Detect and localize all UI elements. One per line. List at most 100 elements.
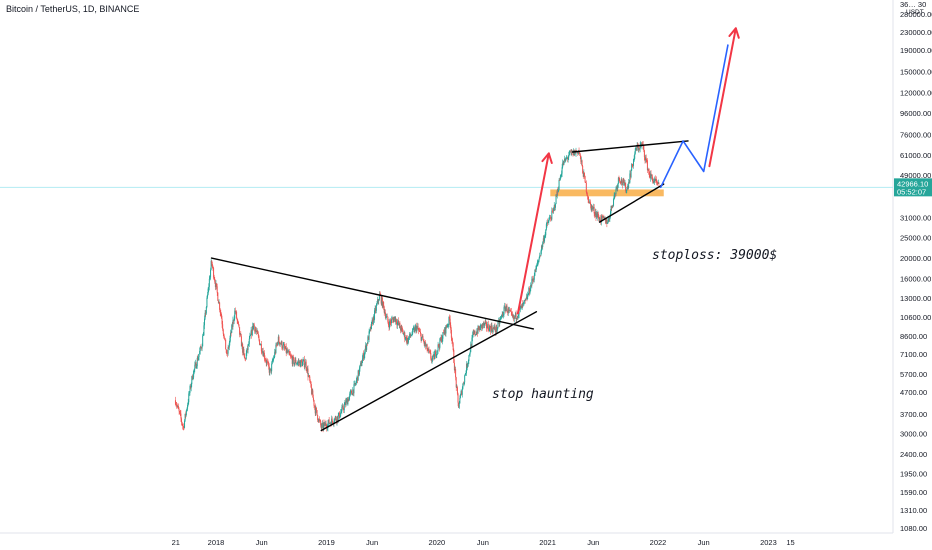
y-tick-label: 2400.00 — [900, 450, 927, 459]
candle-body — [408, 337, 410, 338]
candle-body — [452, 343, 454, 351]
candle-body — [446, 326, 448, 328]
candle-body — [448, 316, 450, 325]
candle-body — [534, 269, 536, 273]
triangle-upper-trendline[interactable] — [210, 257, 535, 330]
candle-body — [556, 189, 558, 197]
candle-body — [651, 175, 653, 179]
candle-body — [610, 205, 612, 212]
candle-body — [435, 351, 437, 357]
red-arrow-1[interactable] — [516, 152, 550, 315]
candle-body — [505, 307, 507, 311]
candle-body — [323, 422, 325, 425]
candle-body — [570, 151, 572, 153]
candle-body — [658, 182, 660, 184]
candle-body — [306, 368, 308, 372]
candle-body — [355, 380, 357, 384]
candle-body — [260, 344, 262, 352]
candle-body — [373, 316, 375, 320]
candle-body — [536, 265, 538, 267]
annotation-stoploss[interactable]: stoploss: 39000$ — [652, 248, 777, 263]
candle-body — [282, 348, 284, 349]
candle-body — [185, 413, 187, 416]
wedge-upper-trendline[interactable] — [572, 140, 689, 153]
candle-body — [566, 157, 568, 159]
candle-body — [559, 180, 561, 181]
candle-body — [224, 338, 226, 340]
candle-body — [257, 333, 259, 337]
candle-body — [234, 310, 236, 319]
candle-body — [191, 376, 193, 380]
candle-body — [210, 260, 212, 270]
candle-body — [239, 333, 241, 335]
candle-body — [415, 325, 417, 328]
candle-body — [419, 331, 421, 332]
candle-body — [299, 361, 301, 367]
candle-body — [534, 269, 536, 276]
candle-body — [439, 338, 441, 341]
candle-body — [187, 402, 189, 405]
candle-body — [478, 326, 480, 330]
candle-body — [300, 360, 302, 367]
candle-body — [587, 194, 589, 197]
candle-body — [488, 329, 490, 332]
candle-body — [424, 341, 426, 345]
candle-body — [510, 311, 512, 313]
candle-body — [377, 299, 379, 302]
candle-body — [411, 334, 413, 336]
candle-body — [343, 409, 345, 411]
candle-body — [442, 332, 444, 339]
wedge-lower-trendline[interactable] — [598, 183, 665, 223]
candle-body — [331, 418, 333, 426]
triangle-lower-trendline[interactable] — [320, 311, 538, 432]
candle-body — [453, 350, 455, 363]
candle-body — [412, 328, 414, 335]
candle-body — [523, 301, 525, 303]
candle-body — [311, 390, 313, 395]
y-tick-label: 25000.00 — [900, 233, 931, 242]
candle-body — [401, 326, 403, 328]
candle-body — [453, 362, 455, 371]
support-zone[interactable] — [550, 189, 664, 197]
candle-body — [236, 311, 238, 319]
candle-body — [655, 179, 657, 181]
x-tick-label: 2019 — [318, 538, 335, 547]
candle-body — [447, 324, 449, 327]
y-tick-label: 4700.00 — [900, 388, 927, 397]
candle-body — [190, 384, 192, 389]
candle-body — [473, 330, 475, 334]
candle-body — [469, 352, 471, 355]
candle-body — [381, 297, 383, 304]
candle-body — [465, 373, 467, 374]
candle-body — [393, 316, 395, 319]
candle-body — [600, 215, 602, 223]
candle-body — [322, 422, 324, 429]
annotation-stop-haunting[interactable]: stop haunting — [492, 387, 594, 402]
candle-body — [645, 157, 647, 161]
candle-body — [254, 325, 256, 332]
candle-body — [603, 216, 605, 218]
candle-body — [327, 422, 329, 428]
candle-body — [432, 356, 434, 360]
red-arrow-2[interactable] — [708, 27, 737, 168]
candle-body — [642, 143, 644, 145]
candle-body — [557, 189, 559, 192]
red-arrow-1-head — [541, 152, 553, 164]
candle-body — [185, 410, 187, 416]
projection-path-blue[interactable] — [659, 44, 729, 189]
candle-body — [397, 322, 399, 326]
candle-body — [238, 324, 240, 328]
candle-body — [199, 350, 201, 355]
candle-body — [255, 329, 257, 332]
candle-body — [522, 303, 524, 305]
candle-body — [553, 205, 555, 209]
candle-body — [254, 329, 256, 332]
candle-body — [287, 351, 289, 353]
candle-body — [651, 175, 653, 177]
candle-body — [205, 312, 207, 314]
candle-body — [218, 302, 220, 304]
candle-body — [436, 351, 438, 356]
candle-body — [335, 417, 337, 420]
x-tick-label: 21 — [172, 538, 180, 547]
